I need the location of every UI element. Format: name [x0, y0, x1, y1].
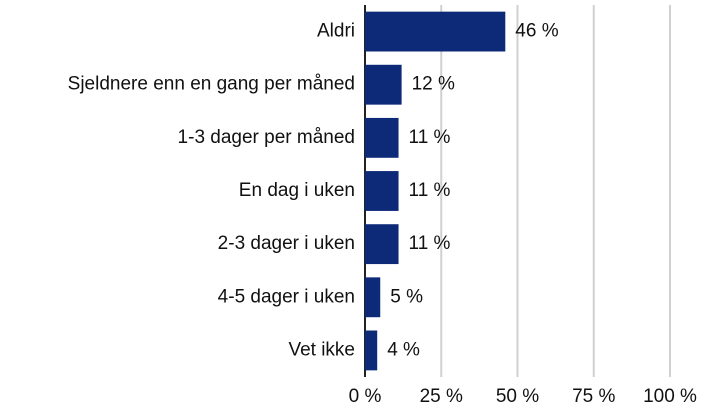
x-tick-label: 50 %: [496, 386, 539, 407]
category-label: Vet ikke: [288, 339, 355, 360]
category-label: Sjeldnere enn en gang per måned: [68, 74, 355, 95]
value-label: 5 %: [390, 286, 423, 307]
bar: [365, 64, 402, 105]
x-tick-label: 25 %: [420, 386, 463, 407]
category-label: 4-5 dager i uken: [218, 286, 355, 307]
bar: [365, 117, 399, 158]
bar: [365, 224, 399, 265]
category-label: 2-3 dager i uken: [218, 233, 355, 254]
value-label: 11 %: [409, 180, 451, 201]
value-label: 11 %: [409, 233, 451, 254]
bar: [365, 11, 506, 52]
category-label: Aldri: [317, 21, 355, 42]
bar: [365, 277, 381, 318]
value-label: 11 %: [409, 127, 451, 148]
x-tick-label: 75 %: [572, 386, 615, 407]
x-tick-label: 100 %: [643, 386, 697, 407]
bar: [365, 171, 399, 211]
value-label: 4 %: [387, 339, 420, 360]
value-label: 12 %: [412, 74, 455, 95]
category-label: En dag i uken: [239, 180, 355, 201]
category-label: 1-3 dager per måned: [178, 127, 355, 148]
bar: [365, 330, 378, 371]
value-label: 46 %: [515, 21, 558, 42]
x-tick-label: 0 %: [349, 386, 382, 407]
